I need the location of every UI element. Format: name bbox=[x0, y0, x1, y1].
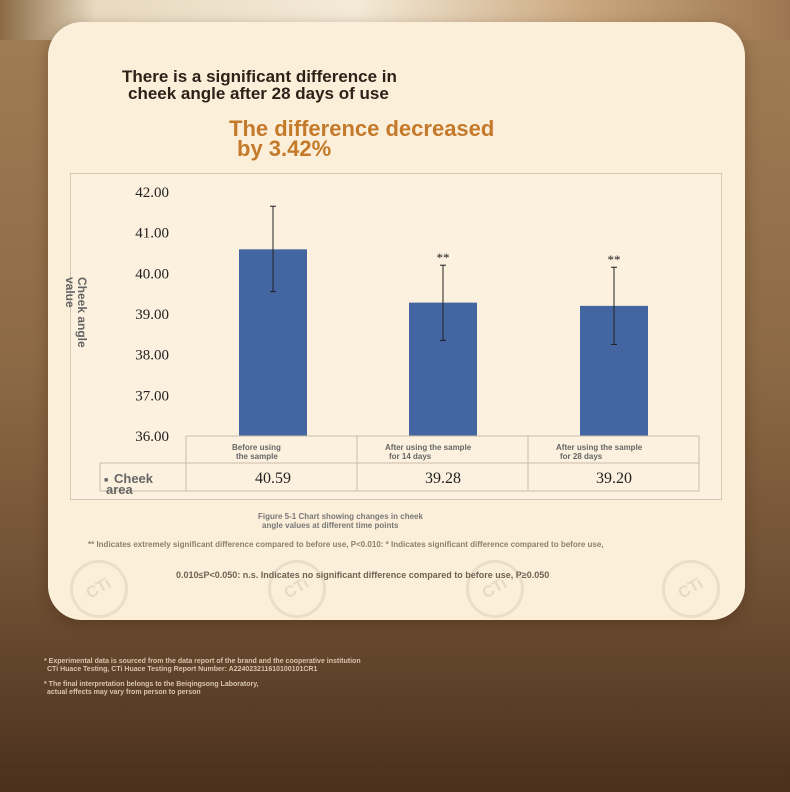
x-category-label: for 28 days bbox=[560, 452, 603, 461]
table-row-label-line-1: Cheek bbox=[114, 471, 154, 486]
y-tick-label: 40.00 bbox=[135, 266, 169, 282]
y-tick-label: 36.00 bbox=[135, 429, 169, 445]
footnote-2-line-2: actual effects may vary from person to p… bbox=[47, 689, 201, 696]
figure-caption: Figure 5-1 Chart showing changes in chee… bbox=[258, 512, 478, 530]
y-tick-label: 39.00 bbox=[135, 307, 169, 323]
y-tick-label: 38.00 bbox=[135, 348, 169, 364]
data-value-label: 39.28 bbox=[425, 470, 461, 487]
difference-highlight: The difference decreased by 3.42% bbox=[229, 116, 569, 161]
significance-note-2: 0.010≤P<0.050: n.s. Indicates no signifi… bbox=[176, 570, 550, 580]
y-axis-label: Cheek angle value bbox=[63, 255, 112, 375]
caption-line-2: angle values at different time points bbox=[262, 521, 399, 530]
data-value-label: 40.59 bbox=[255, 470, 291, 487]
footnote-1-line-1: * Experimental data is sourced from the … bbox=[44, 658, 361, 665]
headline-line-1: There is a significant difference in bbox=[122, 67, 397, 86]
footnote-2-line-1: * The final interpretation belongs to th… bbox=[44, 681, 259, 688]
y-tick-label: 37.00 bbox=[135, 388, 169, 404]
footnote-data-source: * Experimental data is sourced from the … bbox=[44, 658, 504, 674]
headline-line-2: cheek angle after 28 days of use bbox=[128, 84, 389, 103]
y-tick-label: 41.00 bbox=[135, 226, 169, 242]
highlight-line-2: by 3.42% bbox=[237, 136, 332, 161]
significance-marker: ** bbox=[608, 252, 621, 267]
caption-line-1: Figure 5-1 Chart showing changes in chee… bbox=[258, 512, 423, 521]
highlight-line-1: The difference decreased bbox=[229, 116, 495, 141]
x-category-label: After using the sample bbox=[385, 443, 472, 452]
x-category-label: the sample bbox=[236, 452, 278, 461]
x-category-label: for 14 days bbox=[389, 452, 432, 461]
y-axis-label-line-2: value bbox=[63, 277, 77, 308]
x-category-label: Before using bbox=[232, 443, 281, 452]
significance-marker: ** bbox=[437, 250, 450, 265]
y-tick-label: 42.00 bbox=[135, 185, 169, 201]
y-axis-label-line-1: Cheek angle bbox=[75, 277, 89, 348]
table-row-label-line-2: area bbox=[106, 482, 134, 497]
data-value-label: 39.20 bbox=[596, 470, 632, 487]
legend-marker: ■ bbox=[104, 477, 108, 484]
footnote-interpretation: * The final interpretation belongs to th… bbox=[44, 681, 504, 697]
x-category-label: After using the sample bbox=[556, 443, 643, 452]
page-headline: There is a significant difference in che… bbox=[122, 68, 482, 102]
footnote-1-line-2: CTi Huace Testing, CTi Huace Testing Rep… bbox=[47, 666, 318, 673]
significance-note-1: ** Indicates extremely significant diffe… bbox=[88, 540, 604, 549]
